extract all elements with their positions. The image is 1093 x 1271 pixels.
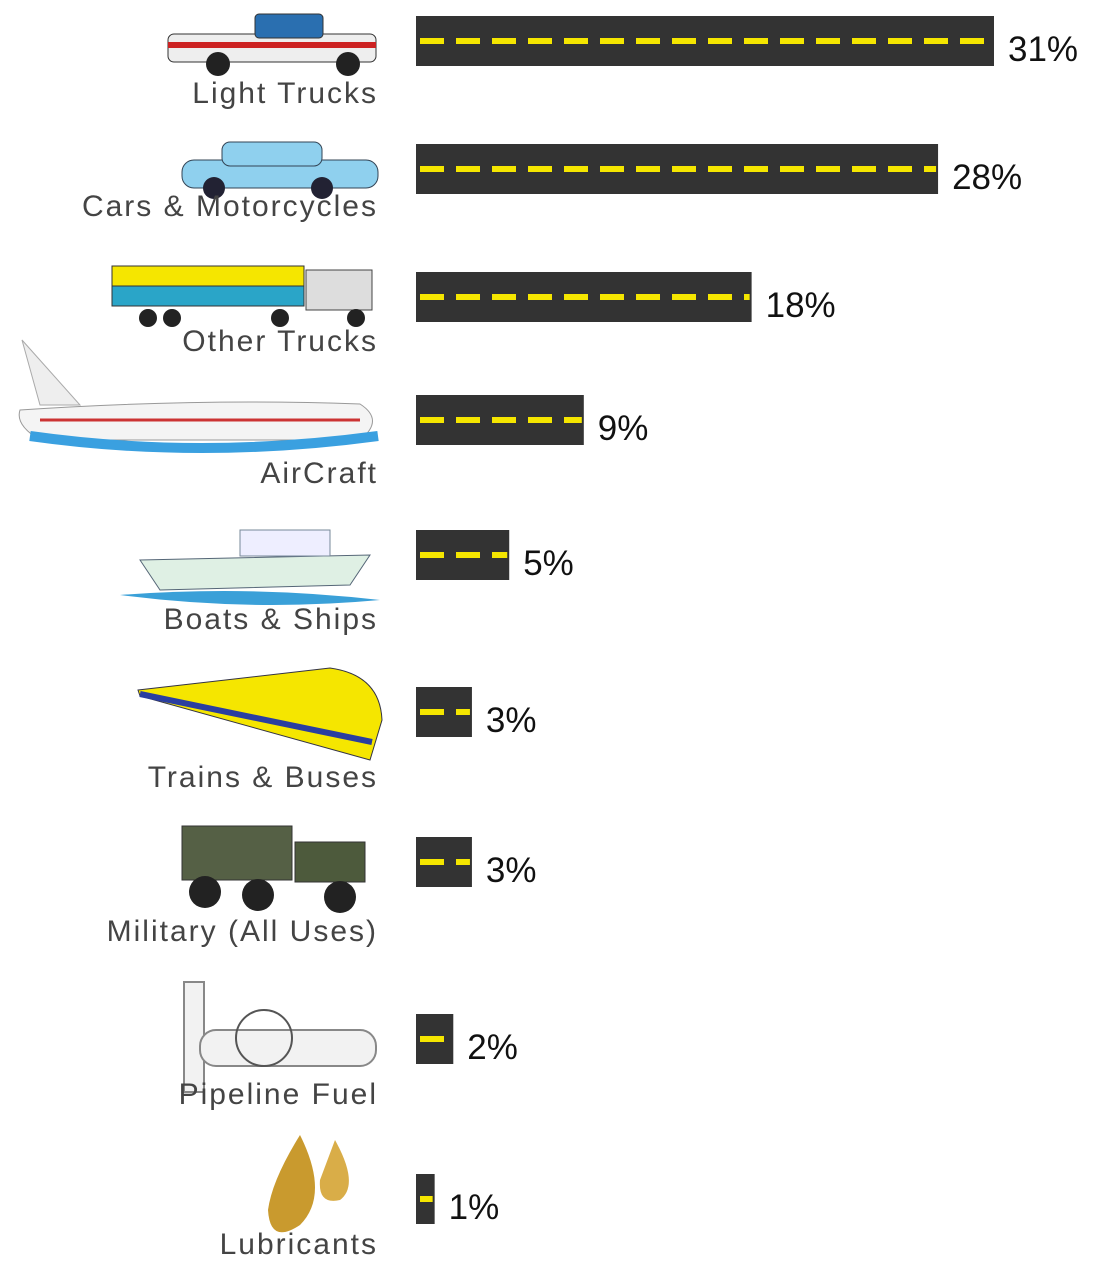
- icon-lubricant: [268, 1135, 349, 1233]
- value-label: 1%: [449, 1188, 500, 1227]
- category-label: Military (All Uses): [107, 915, 378, 948]
- icon-aircraft: [18, 339, 379, 453]
- icon-semi-truck: [111, 265, 373, 327]
- category-label: Boats & Ships: [164, 603, 378, 636]
- category-label: Lubricants: [220, 1228, 378, 1261]
- value-label: 28%: [952, 158, 1022, 197]
- icon-train: [137, 667, 383, 761]
- icon-light-truck: [167, 13, 377, 76]
- value-label: 5%: [523, 544, 574, 583]
- icon-ship: [120, 529, 380, 605]
- value-label: 9%: [598, 409, 649, 448]
- value-label: 31%: [1008, 30, 1078, 69]
- value-label: 3%: [486, 701, 537, 740]
- icon-military: [181, 825, 366, 913]
- category-label: Cars & Motorcycles: [82, 190, 378, 223]
- category-label: Light Trucks: [192, 77, 378, 110]
- category-label: Other Trucks: [182, 325, 378, 358]
- category-label: AirCraft: [260, 457, 378, 490]
- icon-pipeline: [183, 981, 377, 1093]
- icon-car: [181, 141, 379, 199]
- category-label: Trains & Buses: [148, 761, 378, 794]
- category-label: Pipeline Fuel: [179, 1078, 378, 1111]
- value-label: 2%: [467, 1028, 518, 1067]
- value-label: 18%: [766, 286, 836, 325]
- value-label: 3%: [486, 851, 537, 890]
